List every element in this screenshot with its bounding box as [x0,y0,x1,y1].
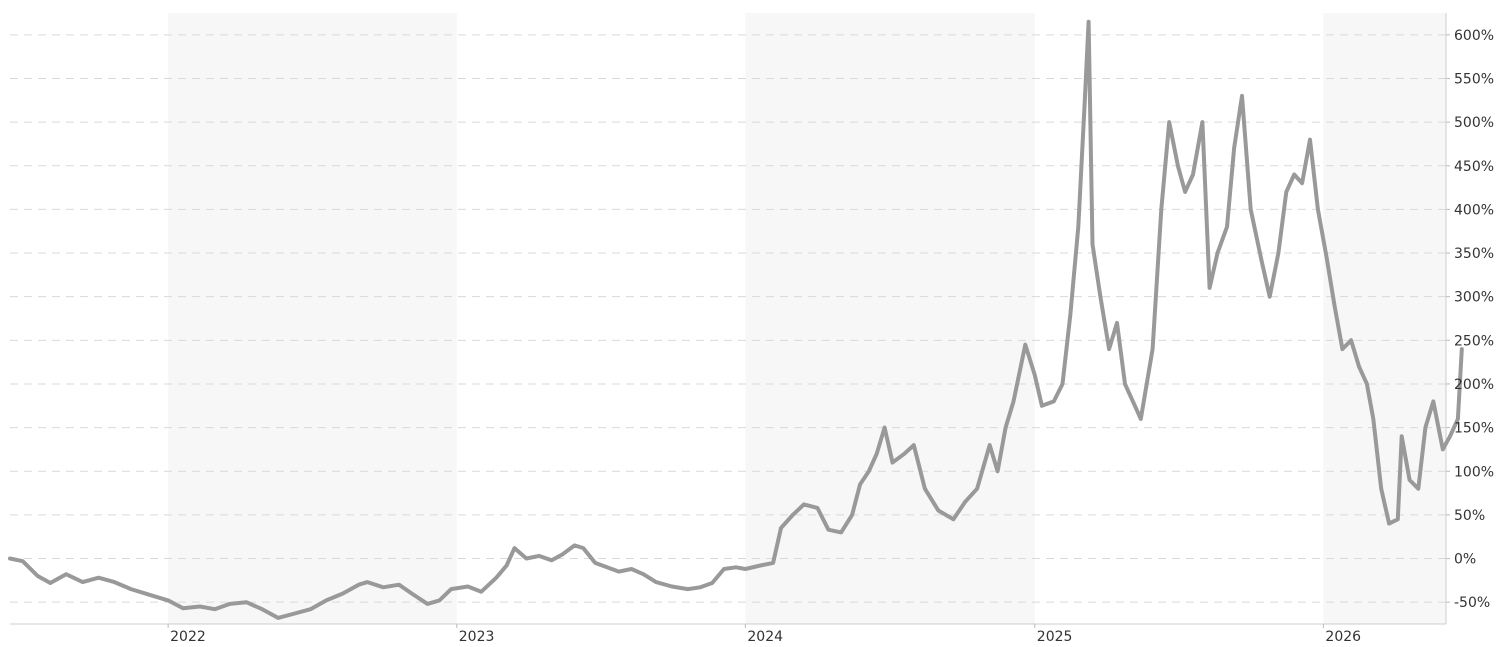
x-tick-label: 2026 [1325,629,1361,642]
y-tick-label: 350% [1454,246,1494,262]
y-tick-label: -50% [1454,595,1490,611]
series-line [8,19,1464,620]
y-tick-label: 0% [1454,552,1476,568]
y-tick-label: 150% [1454,421,1494,437]
year-band [745,13,1035,624]
year-bands [168,13,1446,624]
y-tick-label: 550% [1454,71,1494,87]
y-tick-label: 500% [1454,115,1494,131]
y-tick-label: 300% [1454,290,1494,306]
grid-lines [10,34,1446,603]
series-layer [8,19,1464,620]
year-band [168,13,457,624]
x-tick-label: 2024 [747,629,783,642]
y-tick-label: 450% [1454,159,1494,175]
year-band [1323,13,1446,624]
x-tick-label: 2025 [1037,629,1073,642]
y-tick-label: 600% [1454,28,1494,44]
y-tick-label: 50% [1454,508,1485,524]
y-tick-label: 100% [1454,464,1494,480]
x-tick-label: 2023 [459,629,495,642]
y-tick-label: 400% [1454,202,1494,218]
y-tick-label: 200% [1454,377,1494,393]
y-tick-label: 250% [1454,333,1494,349]
axes [10,13,1450,628]
y-tick-labels: 600% 550% 500% 450% 400% 350% 300% 250% 200% 150%… [1454,28,1494,611]
x-tick-labels: 2022 2023 2024 2025 2026 [170,629,1361,645]
x-tick-label: 2022 [170,629,206,642]
